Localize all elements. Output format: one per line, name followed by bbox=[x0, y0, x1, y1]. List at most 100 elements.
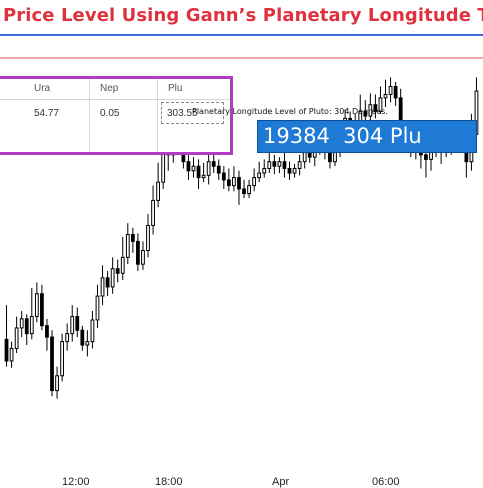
candle bbox=[206, 154, 211, 185]
candle-body-down bbox=[40, 293, 44, 327]
candle bbox=[141, 241, 145, 270]
candle bbox=[45, 318, 49, 351]
candle bbox=[191, 157, 196, 178]
candle-body-up bbox=[333, 152, 337, 163]
candle bbox=[85, 330, 90, 357]
candle bbox=[4, 305, 9, 367]
candle bbox=[297, 154, 302, 176]
table-divider bbox=[0, 99, 230, 100]
candle-body-up bbox=[206, 161, 211, 176]
header-ura: Ura bbox=[34, 83, 51, 94]
candle-body-up bbox=[90, 319, 95, 343]
candle-body-down bbox=[105, 277, 110, 288]
page-title: Price Level Using Gann’s Planetary Longi… bbox=[3, 5, 483, 26]
candle bbox=[75, 307, 80, 338]
candle bbox=[151, 185, 155, 235]
candle-body-down bbox=[287, 168, 292, 174]
candle-body-up bbox=[141, 250, 145, 265]
candle-body-down bbox=[4, 338, 9, 362]
value-nep: 0.05 bbox=[100, 108, 120, 119]
candlestick-chart bbox=[0, 57, 483, 399]
candle bbox=[232, 166, 236, 192]
candle bbox=[125, 223, 130, 265]
header-plu: Plu bbox=[168, 83, 183, 94]
candle bbox=[65, 323, 70, 351]
candle-body-down bbox=[75, 316, 80, 331]
candle bbox=[60, 333, 65, 382]
candle-body-up bbox=[14, 327, 19, 349]
candle-body-down bbox=[130, 234, 135, 242]
candle-body-up bbox=[60, 341, 65, 377]
x-tick-label: 12:00 bbox=[62, 476, 90, 488]
header-nep: Nep bbox=[100, 83, 119, 94]
candle bbox=[90, 310, 95, 349]
candle-body-down bbox=[115, 268, 120, 274]
table-column-divider bbox=[89, 79, 90, 152]
candle-body-up bbox=[161, 149, 166, 183]
planet-longitude-table: Ura Nep Plu 54.77 0.05 303.55 bbox=[0, 76, 233, 155]
candle-body-up bbox=[191, 165, 196, 172]
candle-body-up bbox=[85, 341, 90, 346]
candle-body-down bbox=[221, 172, 226, 181]
candle bbox=[70, 305, 75, 342]
candle bbox=[136, 233, 140, 271]
candle bbox=[40, 284, 44, 331]
candle bbox=[267, 151, 272, 174]
candle bbox=[14, 316, 19, 353]
candle-body-down bbox=[24, 318, 29, 335]
candle bbox=[110, 257, 115, 294]
candle bbox=[19, 310, 24, 338]
candle bbox=[257, 161, 262, 183]
candle bbox=[292, 163, 297, 178]
candle bbox=[368, 93, 373, 123]
candle-body-up bbox=[34, 293, 39, 318]
candle-body-up bbox=[19, 318, 24, 329]
candle bbox=[262, 159, 267, 178]
candle bbox=[216, 159, 221, 180]
candle bbox=[186, 152, 191, 180]
x-tick-label: Apr bbox=[272, 476, 290, 488]
candle bbox=[196, 159, 201, 189]
candle-body-down bbox=[50, 336, 54, 392]
candle-body-down bbox=[272, 161, 277, 167]
candle-body-down bbox=[393, 86, 398, 99]
candle-body-down bbox=[282, 161, 287, 169]
table-column-divider bbox=[157, 79, 158, 152]
candle-body-up bbox=[151, 199, 155, 226]
candle-body-up bbox=[125, 234, 130, 258]
candle bbox=[201, 162, 206, 183]
candle-body-up bbox=[95, 295, 100, 321]
candle bbox=[221, 166, 226, 189]
candle bbox=[55, 366, 59, 399]
candle-body-down bbox=[363, 111, 368, 117]
candle bbox=[272, 154, 277, 175]
candle-body-down bbox=[211, 161, 216, 167]
candle-body-up bbox=[55, 375, 59, 392]
candle-body-up bbox=[110, 268, 115, 288]
candle bbox=[130, 227, 135, 253]
candle-body-up bbox=[277, 161, 282, 167]
candle bbox=[211, 151, 216, 174]
candle bbox=[29, 288, 34, 340]
candle bbox=[120, 236, 125, 281]
candle-body-up bbox=[383, 93, 388, 99]
pluto-level-annotation: Planetary Longitude Level of Pluto: 304 … bbox=[192, 107, 388, 116]
candle-body-down bbox=[80, 329, 85, 346]
candle bbox=[378, 86, 383, 114]
candle-body-down bbox=[424, 154, 428, 160]
candle-body-up bbox=[120, 256, 125, 274]
candle bbox=[115, 259, 120, 283]
title-bar: Price Level Using Gann’s Planetary Longi… bbox=[0, 0, 483, 36]
value-plu: 303.55 bbox=[167, 108, 198, 119]
candle bbox=[105, 271, 110, 297]
candle bbox=[95, 284, 100, 328]
price-degree-readout: 19384 304 Plu bbox=[257, 120, 477, 153]
candle bbox=[242, 179, 246, 199]
candle bbox=[146, 214, 150, 258]
candle bbox=[393, 81, 398, 106]
candle bbox=[156, 162, 161, 208]
candle-body-down bbox=[373, 104, 378, 113]
selected-cell-plu[interactable] bbox=[161, 102, 224, 124]
candle bbox=[24, 314, 29, 346]
price-chart[interactable] bbox=[0, 36, 483, 483]
